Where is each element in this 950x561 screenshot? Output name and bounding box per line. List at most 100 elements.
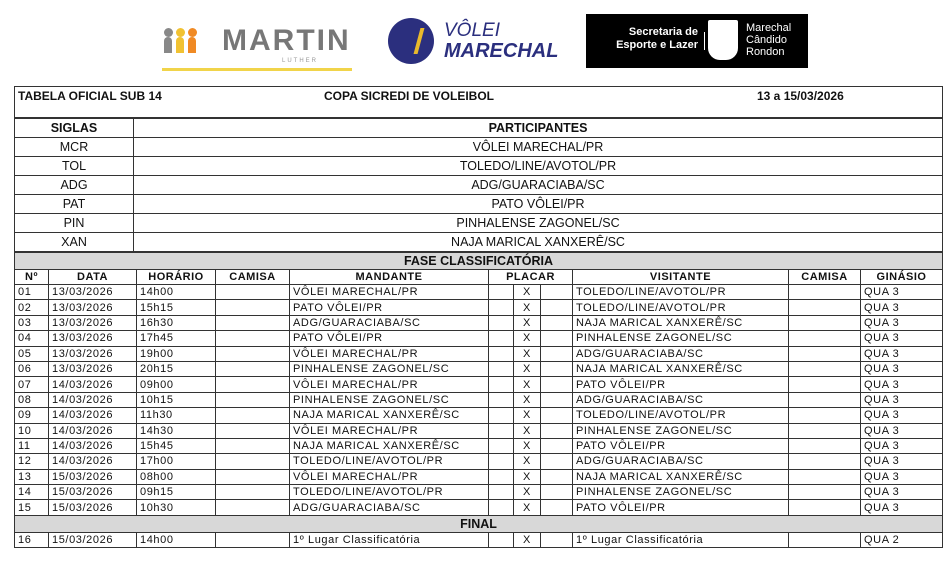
gym: QUA 3 [860,484,943,501]
away-team: ADG/GUARACIABA/SC [572,391,789,409]
gym: QUA 3 [860,407,943,424]
home-score [488,345,514,362]
match-row: 08 14/03/2026 10h15 PINHALENSE ZAGONEL/SC X A… [14,391,943,409]
match-row: 03 13/03/2026 16h30 ADG/GUARACIABA/SC X NAJA … [14,314,943,332]
match-row: 07 14/03/2026 09h00 VÔLEI MARECHAL/PR X PATO … [14,376,943,393]
participant-name: VÔLEI MARECHAL/PR [133,137,943,157]
match-time: 20h15 [136,360,216,378]
participant-name: NAJA MARICAL XANXERÊ/SC [133,232,943,252]
away-jersey [788,407,861,424]
match-number: 07 [14,376,49,393]
match-date: 13/03/2026 [48,283,137,301]
match-number: 02 [14,299,49,316]
match-row: 02 13/03/2026 15h15 PATO VÔLEI/PR X TOLEDO/LI… [14,299,943,316]
tournament-name: COPA SICREDI DE VOLEIBOL [321,86,727,118]
match-row: 13 15/03/2026 08h00 VÔLEI MARECHAL/PR X NAJA … [14,468,943,486]
match-number: 12 [14,453,49,470]
away-jersey [788,531,861,549]
match-time: 08h00 [136,468,216,486]
home-jersey [215,391,290,409]
away-score [540,407,573,424]
match-number: 05 [14,345,49,362]
home-jersey [215,314,290,332]
away-team: ADG/GUARACIABA/SC [572,453,789,470]
home-score [488,314,514,332]
away-jersey [788,391,861,409]
participant-row: PIN PINHALENSE ZAGONEL/SC [14,213,943,233]
match-time: 10h15 [136,391,216,409]
match-number: 08 [14,391,49,409]
gym: QUA 3 [860,299,943,316]
match-number: 10 [14,422,49,439]
match-time: 10h30 [136,499,216,516]
away-team: PINHALENSE ZAGONEL/SC [572,484,789,501]
home-jersey [215,468,290,486]
col-participantes: PARTICIPANTES [133,118,943,138]
home-score [488,422,514,439]
home-score [488,453,514,470]
away-team: PATO VÔLEI/PR [572,437,789,455]
match-date: 14/03/2026 [48,422,137,439]
match-date: 13/03/2026 [48,299,137,316]
home-score [488,283,514,301]
match-row: 01 13/03/2026 14h00 VÔLEI MARECHAL/PR X TOLED… [14,283,943,301]
header-table: TABELA OFICIAL SUB 14 COPA SICREDI DE VO… [14,86,943,118]
score-separator: X [513,484,541,501]
home-team: 1º Lugar Classificatória [289,531,489,549]
score-separator: X [513,360,541,378]
column-header: GINÁSIO [860,269,943,285]
match-time: 09h00 [136,376,216,393]
column-header: CAMISA [215,269,290,285]
home-team: NAJA MARICAL XANXERÊ/SC [289,437,489,455]
match-time: 15h45 [136,437,216,455]
sigla: XAN [14,232,134,252]
score-separator: X [513,407,541,424]
match-row: 10 14/03/2026 14h30 VÔLEI MARECHAL/PR X PINHA… [14,422,943,439]
martin-luther-logo: MARTIN LUTHER [162,22,352,71]
participant-name: PATO VÔLEI/PR [133,194,943,214]
away-jersey [788,360,861,378]
match-time: 11h30 [136,407,216,424]
gym: QUA 2 [860,531,943,549]
away-team: PATO VÔLEI/PR [572,499,789,516]
away-score [540,299,573,316]
match-number: 01 [14,283,49,301]
away-jersey [788,484,861,501]
away-jersey [788,453,861,470]
away-team: NAJA MARICAL XANXERÊ/SC [572,360,789,378]
match-date: 14/03/2026 [48,376,137,393]
match-date: 13/03/2026 [48,345,137,362]
home-score [488,484,514,501]
gym: QUA 3 [860,314,943,332]
home-jersey [215,360,290,378]
score-separator: X [513,453,541,470]
match-row: 09 14/03/2026 11h30 NAJA MARICAL XANXERÊ/SC… [14,407,943,424]
match-row: 12 14/03/2026 17h00 TOLEDO/LINE/AVOTOL/PR X A… [14,453,943,470]
gym: QUA 3 [860,468,943,486]
matches-table: FASE CLASSIFICATÓRIA Nº DATA HORÁRIO CAMISA… [14,252,943,549]
phase-classificatoria: FASE CLASSIFICATÓRIA [14,252,943,270]
match-number: 11 [14,437,49,455]
away-score [540,437,573,455]
home-team: VÔLEI MARECHAL/PR [289,376,489,393]
logo-bar: MARTIN LUTHER VÔLEI MARECHAL Secretaria … [0,12,950,74]
score-separator: X [513,531,541,549]
gym: QUA 3 [860,391,943,409]
home-score [488,499,514,516]
match-number: 15 [14,499,49,516]
home-team: VÔLEI MARECHAL/PR [289,468,489,486]
away-score [540,330,573,347]
home-team: VÔLEI MARECHAL/PR [289,283,489,301]
column-header: PLACAR [488,269,573,285]
home-jersey [215,283,290,301]
participant-row: ADG ADG/GUARACIABA/SC [14,175,943,195]
match-time: 14h30 [136,422,216,439]
match-row: 15 15/03/2026 10h30 ADG/GUARACIABA/SC X PATO … [14,499,943,516]
away-score [540,484,573,501]
away-score [540,376,573,393]
home-team: ADG/GUARACIABA/SC [289,314,489,332]
score-separator: X [513,499,541,516]
away-jersey [788,299,861,316]
match-time: 19h00 [136,345,216,362]
sigla: PIN [14,213,134,233]
